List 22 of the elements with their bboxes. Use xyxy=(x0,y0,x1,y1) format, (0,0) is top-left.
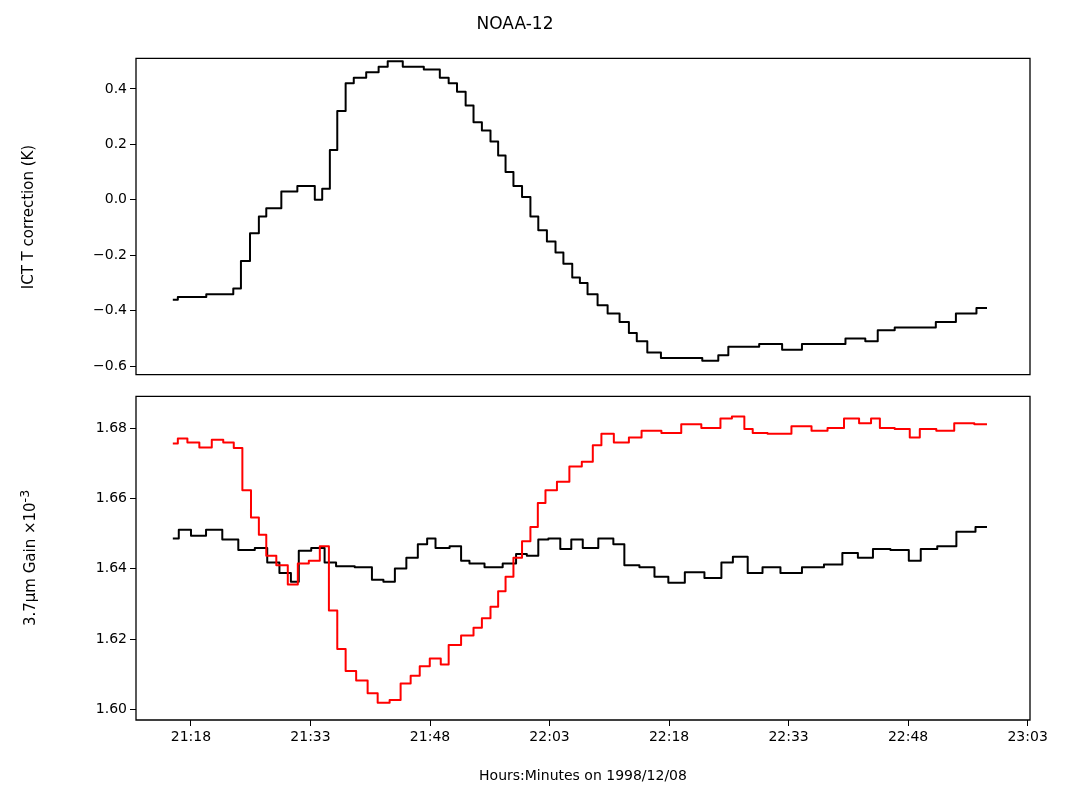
y-tick-label: 1.62 xyxy=(95,629,127,646)
y-tick-label: 1.64 xyxy=(95,559,128,576)
y-tick-label: 1.60 xyxy=(95,700,127,717)
y-tick-label: 0.2 xyxy=(104,135,127,152)
x-tick-label: 22:03 xyxy=(529,728,570,745)
x-tick-label: 21:48 xyxy=(409,728,451,745)
x-tick-label: 21:33 xyxy=(290,728,331,745)
y-tick-label: −0.4 xyxy=(93,301,128,318)
x-tick-label: 21:18 xyxy=(170,728,212,745)
y-tick-label: −0.6 xyxy=(93,356,128,373)
y-tick-label: 0.0 xyxy=(104,190,127,207)
y-tick-label: −0.2 xyxy=(93,245,127,262)
y-tick-label: 1.66 xyxy=(95,489,128,506)
x-tick-label: 23:03 xyxy=(1007,728,1048,745)
chart-title: NOAA-12 xyxy=(476,12,554,33)
x-tick-label: 22:18 xyxy=(648,728,690,745)
y-tick-label: 1.68 xyxy=(95,418,127,435)
x-axis-title: Hours:Minutes on 1998/12/08 xyxy=(479,767,687,784)
x-tick-label: 22:33 xyxy=(768,728,809,745)
x-tick-label: 22:48 xyxy=(887,728,929,745)
y-tick-label: 0.4 xyxy=(104,79,128,96)
y-axis-title: ICT T correction (K) xyxy=(19,144,37,289)
